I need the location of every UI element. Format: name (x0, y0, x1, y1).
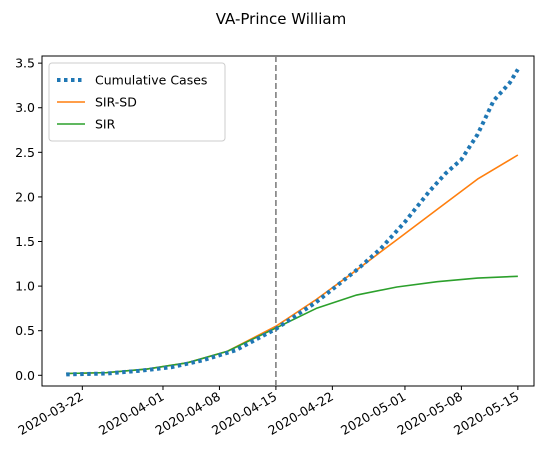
legend-label: Cumulative Cases (95, 73, 207, 88)
chart-title: VA-Prince William (216, 10, 347, 28)
y-tick-label: 3.0 (15, 100, 35, 115)
legend-label: SIR (95, 117, 116, 132)
series-line-sir (66, 275, 518, 375)
legend-box (48, 62, 226, 142)
y-tick-label: 0.0 (15, 368, 35, 383)
y-tick-label: 3.5 (15, 56, 35, 71)
series-line-sir-sd (66, 154, 519, 375)
legend: Cumulative Cases SIR-SD SIR (48, 62, 226, 142)
plot-frame (41, 55, 535, 387)
legend-label: SIR-SD (95, 95, 137, 110)
series-line-cumulative-cases (66, 68, 520, 377)
y-tick-label: 2.5 (15, 145, 35, 160)
x-tick-label: 2020-03-22 (15, 389, 85, 438)
y-tick-label: 1.5 (15, 234, 35, 249)
y-tick-label: 1.0 (15, 279, 35, 294)
y-tick-label: 0.5 (15, 323, 35, 338)
y-tick-label: 2.0 (15, 189, 35, 204)
